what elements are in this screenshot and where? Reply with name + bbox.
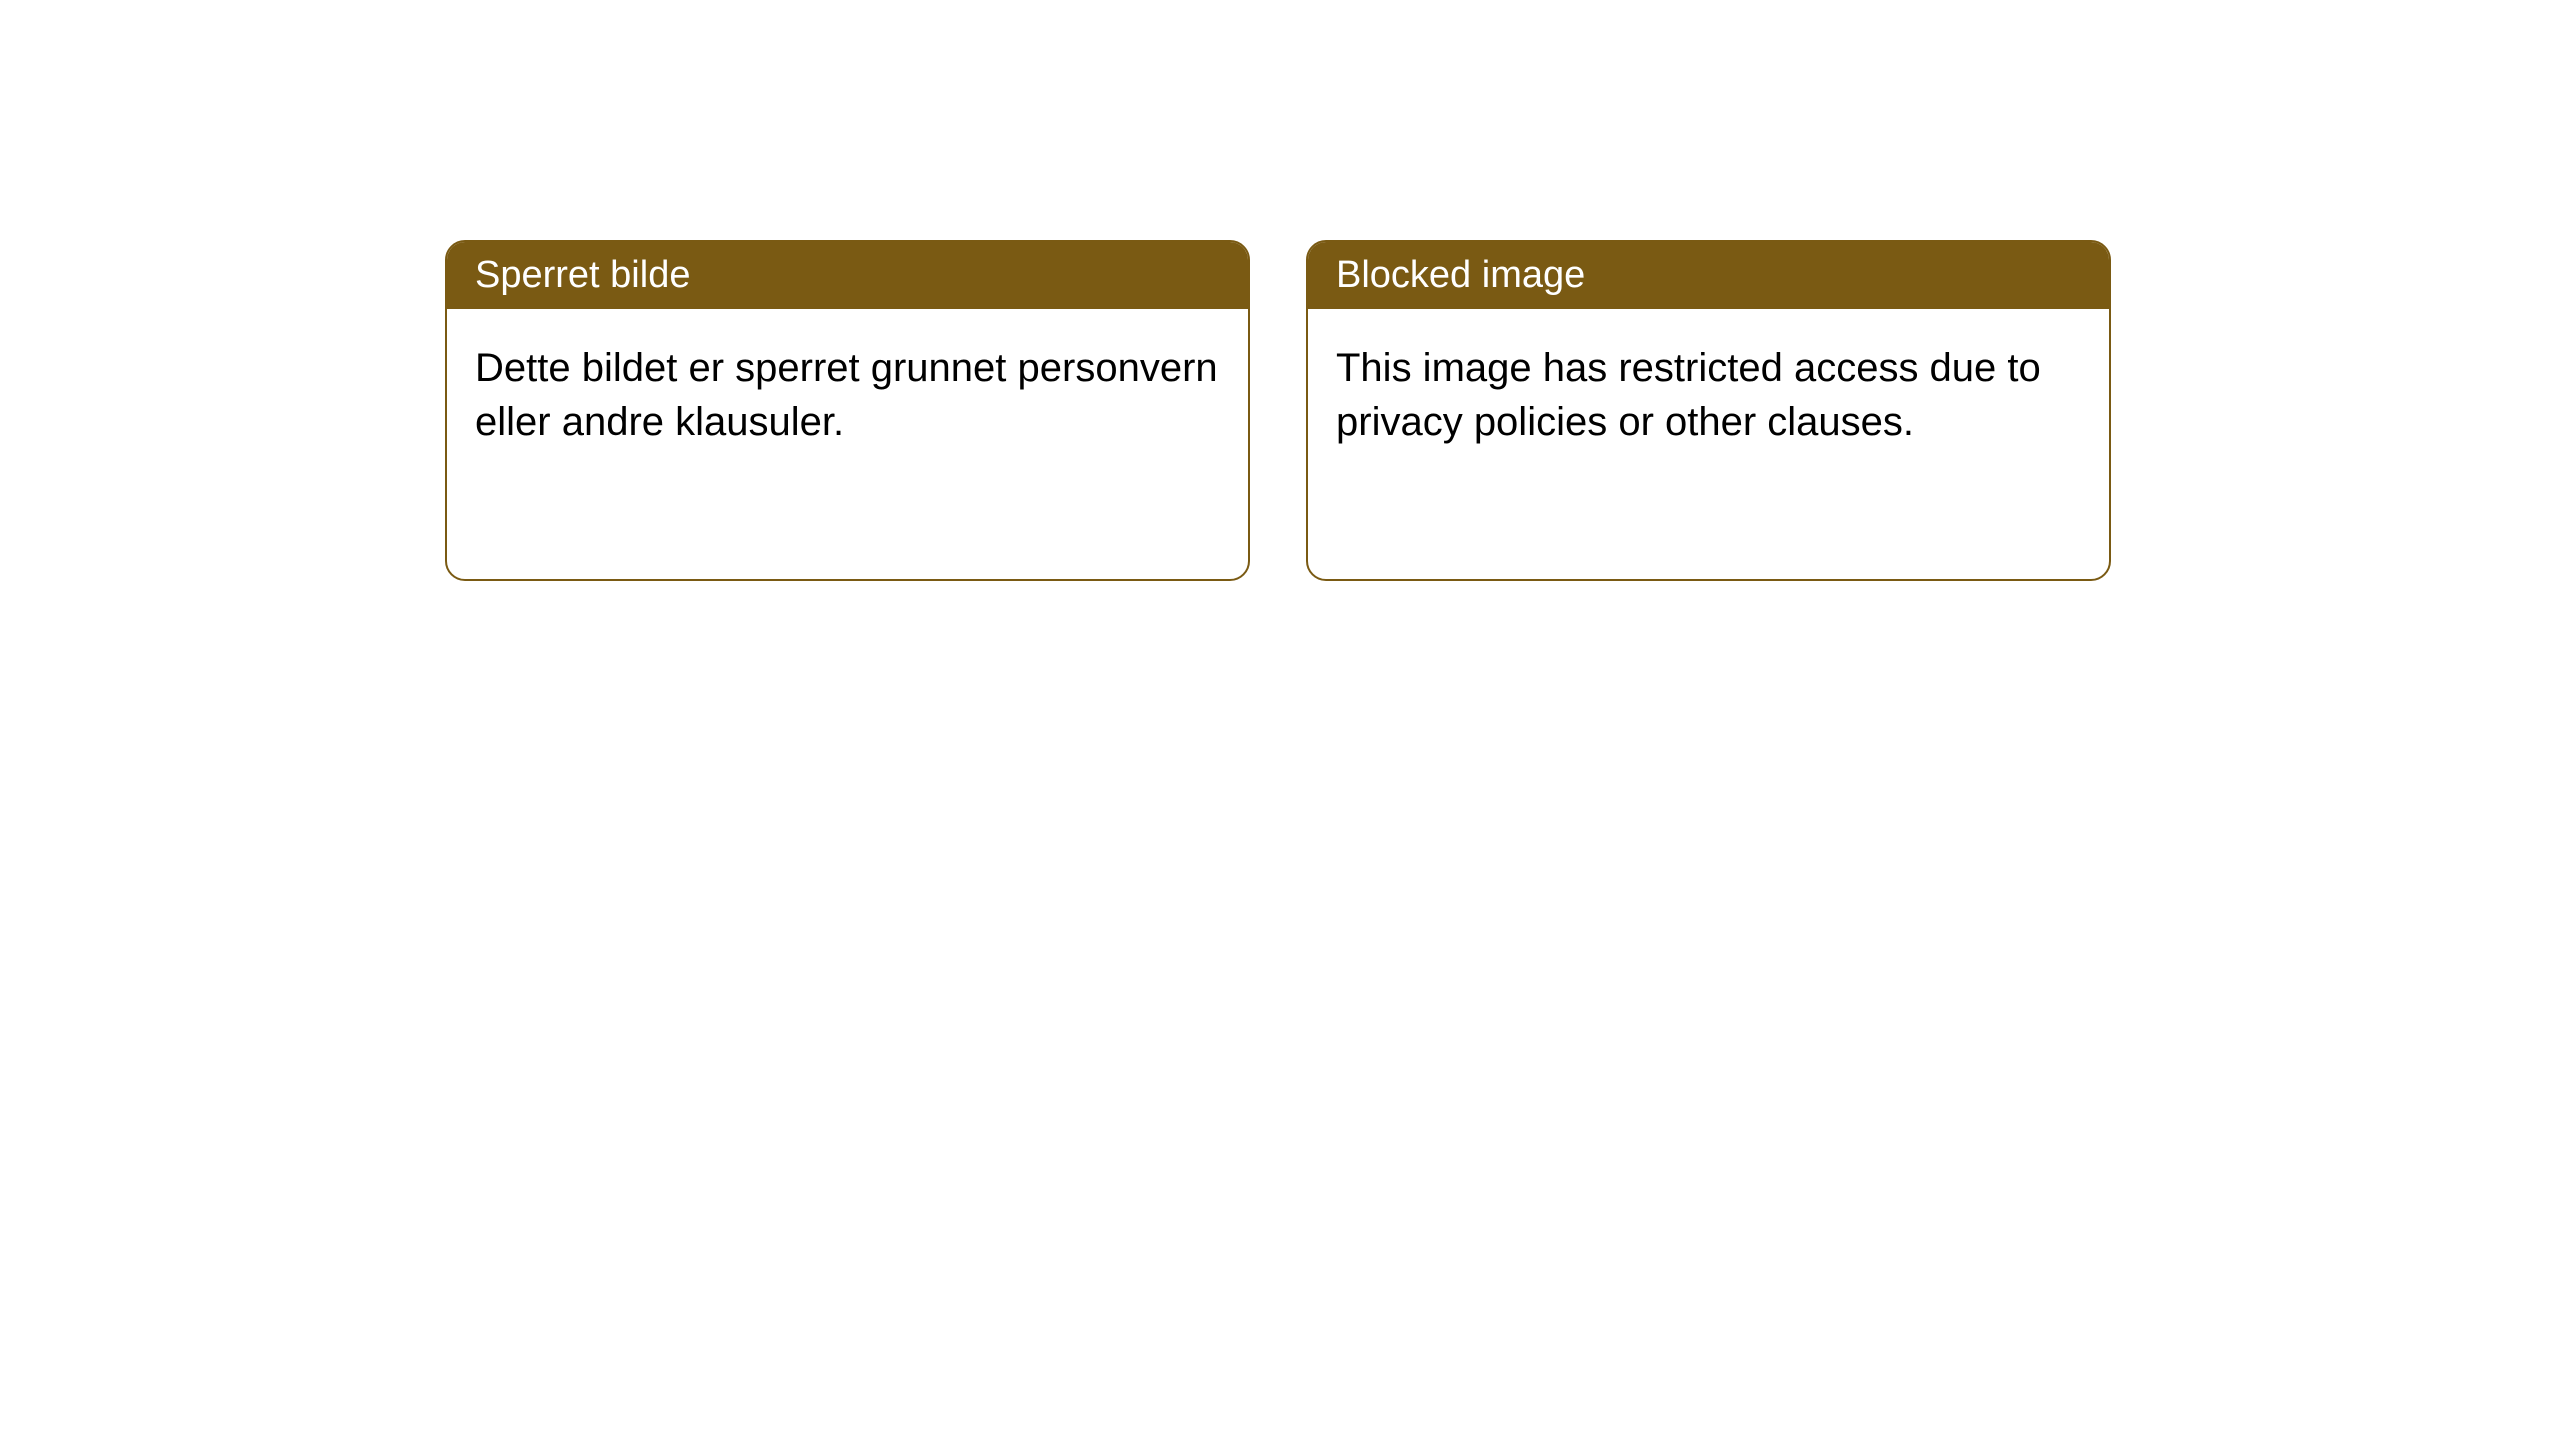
blocked-image-card-no: Sperret bilde Dette bildet er sperret gr…: [445, 240, 1250, 581]
card-header-en: Blocked image: [1308, 242, 2109, 309]
blocked-image-card-en: Blocked image This image has restricted …: [1306, 240, 2111, 581]
card-message-en: This image has restricted access due to …: [1336, 341, 2081, 449]
card-body-en: This image has restricted access due to …: [1308, 309, 2109, 579]
notice-container: Sperret bilde Dette bildet er sperret gr…: [0, 0, 2560, 581]
card-title-en: Blocked image: [1336, 254, 1585, 296]
card-header-no: Sperret bilde: [447, 242, 1248, 309]
card-title-no: Sperret bilde: [475, 254, 690, 296]
card-body-no: Dette bildet er sperret grunnet personve…: [447, 309, 1248, 579]
card-message-no: Dette bildet er sperret grunnet personve…: [475, 341, 1220, 449]
